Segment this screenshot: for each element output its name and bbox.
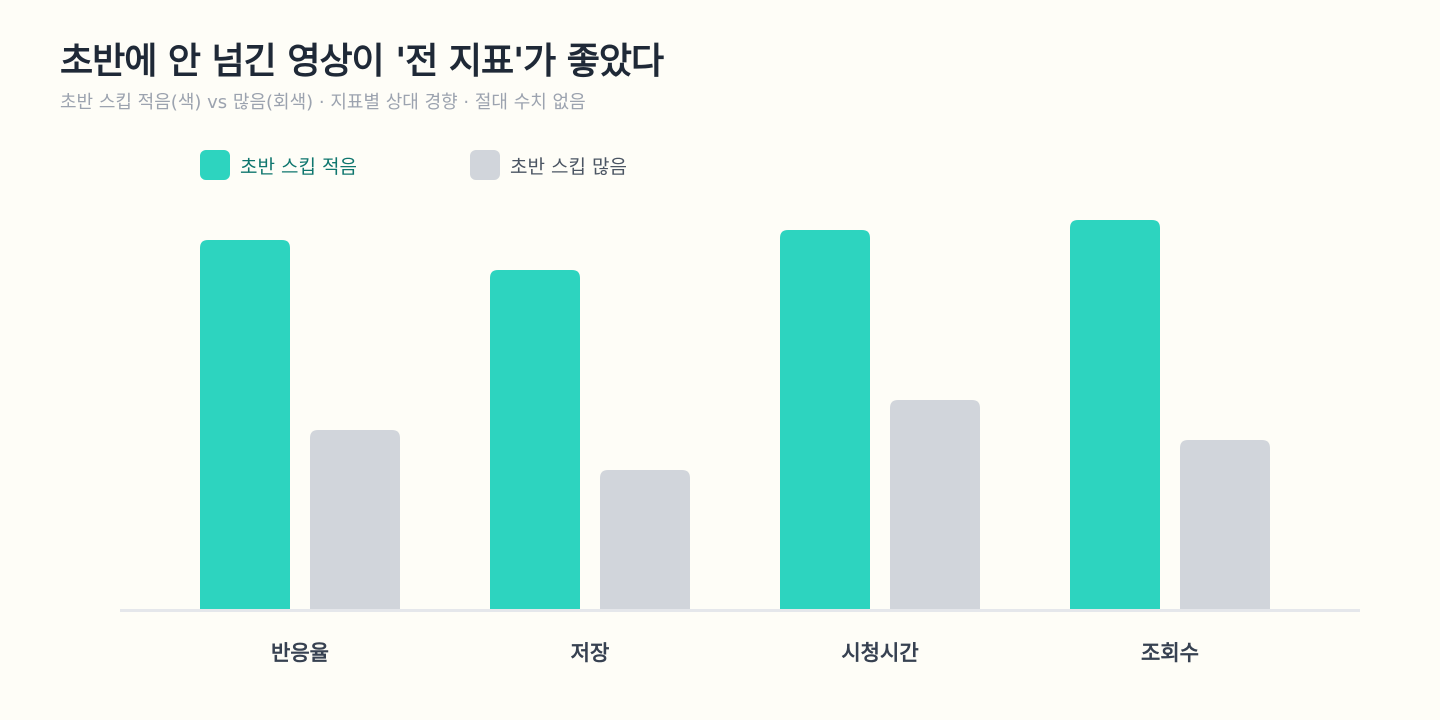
category-label-0: 반응율 [271, 641, 329, 665]
legend-item-low-skip: 초반 스킵 적음 [200, 150, 357, 180]
category-label-2: 시청시간 [841, 641, 918, 665]
legend-swatch-high-skip [470, 150, 500, 180]
chart-baseline [120, 609, 1360, 612]
bar-low-skip-1 [490, 270, 580, 610]
category-label-3: 조회수 [1141, 641, 1199, 665]
legend-item-high-skip: 초반 스킵 많음 [470, 150, 627, 180]
bar-low-skip-3 [1070, 220, 1160, 610]
bar-high-skip-2 [890, 400, 980, 610]
legend-label-high-skip: 초반 스킵 많음 [510, 155, 627, 178]
chart-title: 초반에 안 넘긴 영상이 '전 지표'가 좋았다 [60, 41, 664, 82]
bar-low-skip-0 [200, 240, 290, 610]
chart-subtitle: 초반 스킵 적음(색) vs 많음(회색) · 지표별 상대 경향 · 절대 수… [60, 92, 586, 113]
legend-swatch-low-skip [200, 150, 230, 180]
bar-high-skip-0 [310, 430, 400, 610]
bar-high-skip-1 [600, 470, 690, 610]
category-label-1: 저장 [571, 641, 610, 665]
bar-low-skip-2 [780, 230, 870, 610]
bar-high-skip-3 [1180, 440, 1270, 610]
legend-label-low-skip: 초반 스킵 적음 [240, 155, 357, 178]
